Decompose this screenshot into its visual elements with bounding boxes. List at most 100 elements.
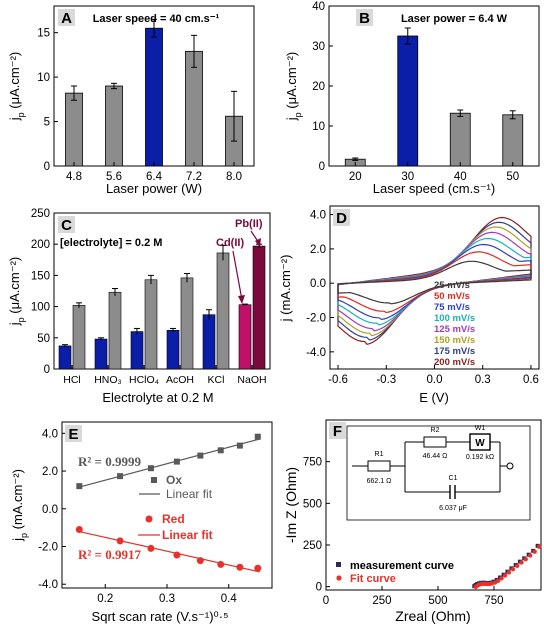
plot-frame — [325, 419, 542, 591]
data-point — [495, 578, 501, 584]
cv-curve — [337, 260, 532, 305]
y-axis-label: -Im Z (Ohm) — [283, 467, 299, 543]
bar — [202, 314, 216, 370]
bar — [94, 338, 108, 370]
bar — [72, 305, 86, 370]
panel-label: E — [68, 426, 78, 443]
y-axis-label-unit: (μA.cm⁻²) — [7, 52, 22, 113]
y-tick-label: 150 — [31, 270, 50, 282]
y-tick-label: 10 — [37, 72, 50, 84]
data-point — [532, 549, 537, 554]
x-tick-label: 7.2 — [186, 171, 202, 183]
r1-label: R1 — [375, 451, 384, 458]
y-tick-label: 750 — [303, 457, 322, 469]
x-axis-label: Electrolyte at 0.2 M — [102, 390, 213, 405]
y-tick-label: 20 — [312, 81, 325, 93]
panel-label: B — [359, 10, 370, 27]
legend-entry: 150 mV/s — [434, 335, 475, 346]
y-tick-label: 500 — [303, 498, 322, 510]
y-axis-label: jp (μA.cm⁻²) — [7, 52, 26, 121]
y-tick-label: 40 — [312, 1, 325, 13]
panel-c: 0 50 100 150 200 250 HCl HNO₃ HClO₄ AcOH KCl NaOH C [… — [7, 208, 271, 405]
callout-pb: Pb(II) — [235, 218, 263, 230]
x-tick-label: 20 — [349, 171, 362, 183]
panel-label-bg — [356, 9, 373, 26]
x-tick-label: 500 — [428, 595, 447, 607]
resistor-r2 — [423, 436, 447, 448]
bar — [252, 245, 266, 370]
data-point — [76, 483, 83, 490]
x-tick-label: 250 — [372, 595, 391, 607]
y-axis-label: jp (μA.cm⁻²) — [284, 52, 303, 121]
y-tick-label: 4.0 — [42, 428, 58, 440]
panel-label-bg — [58, 216, 75, 233]
x-tick-label: 0.2 — [97, 593, 113, 605]
x-tick-label: HClO₄ — [129, 374, 159, 386]
data-point — [117, 473, 124, 480]
data-point — [147, 544, 155, 552]
w1-symbol: W — [475, 438, 485, 449]
bar — [449, 112, 471, 167]
panel-label: A — [61, 10, 72, 27]
legend-entry: 200 mV/s — [434, 357, 475, 368]
data-point — [506, 570, 512, 575]
data-point — [499, 576, 504, 581]
c1-label: C1 — [449, 475, 458, 482]
panel-b: 0 10 20 30 40 20 30 40 50 B Laser power = 6.4 W Las… — [284, 1, 540, 196]
annotation: [electrolyte] = 0.2 M — [60, 237, 162, 249]
y-axis-label-main: j — [10, 538, 25, 542]
data-point — [514, 563, 520, 569]
y-tick-label: -4.0 — [38, 579, 58, 591]
x-tick-label: 8.0 — [226, 171, 242, 183]
legend-entry: 100 mV/s — [434, 313, 475, 324]
legend-marker — [336, 575, 342, 581]
y-tick-label: 10 — [312, 121, 325, 133]
panel-f: 0 250 500 750 0 250 500 750 R1 662.1 Ω R2 46.44 Ω WW… — [283, 419, 542, 624]
data-point — [254, 564, 262, 572]
panel-label-bg — [58, 9, 75, 26]
y-tick-label: 0.0 — [42, 504, 58, 516]
y-tick-label: 200 — [31, 239, 50, 251]
bar — [108, 291, 122, 370]
y-axis-label: jp (mA.cm⁻²) — [10, 469, 29, 542]
bar — [238, 304, 252, 370]
c1-value: 6.037 μF — [439, 505, 467, 512]
y-tick-label: 250 — [303, 540, 322, 552]
x-tick-label: AcOH — [166, 374, 194, 386]
panel-d: -4.0 -2.0 0.0 2.0 4.0 -0.6 -0.3 0.0 0.3 0.6 25 mV/… — [278, 205, 540, 405]
y-axis-label-main: j — [7, 117, 22, 121]
x-tick-label: 0.3 — [475, 374, 491, 386]
callout-arrowhead — [238, 295, 245, 304]
x-axis-label: E (V) — [419, 390, 449, 405]
bar — [502, 114, 524, 167]
x-tick-label: NaOH — [237, 374, 266, 386]
legend-red: Red — [162, 512, 185, 526]
y-tick-label: -2.0 — [38, 542, 58, 554]
legend-entry: 50 mV/s — [434, 291, 470, 302]
legend-marker — [151, 477, 157, 483]
x-axis-label: Laser power (W) — [106, 181, 202, 196]
x-axis-label: Laser speed (cm.s⁻¹) — [373, 181, 495, 196]
y-axis-label-unit: (mA.cm⁻²) — [10, 469, 25, 533]
data-point — [510, 566, 516, 572]
y-axis-label-main: j — [7, 322, 22, 326]
legend-ox: Ox — [166, 473, 182, 487]
y-axis-label-sub: p — [19, 533, 29, 538]
y-tick-label: 2.0 — [310, 244, 326, 256]
legend-entry: 25 mV/s — [434, 280, 470, 291]
panel-label: D — [336, 210, 347, 227]
r1-value: 662.1 Ω — [367, 478, 392, 485]
data-point — [236, 563, 244, 571]
data-point — [519, 560, 524, 565]
fit-line — [77, 530, 260, 573]
data-point — [236, 442, 243, 449]
y-axis-label: j (mA.cm⁻²) — [278, 255, 293, 323]
plot-frame — [53, 212, 271, 370]
data-point — [523, 556, 528, 562]
legend-entry: 175 mV/s — [434, 346, 475, 357]
y-tick-label: 250 — [31, 208, 50, 220]
x-tick-label: HCl — [63, 374, 81, 386]
legend-ox-fit: Linear fit — [166, 487, 213, 501]
data-point — [196, 557, 204, 565]
